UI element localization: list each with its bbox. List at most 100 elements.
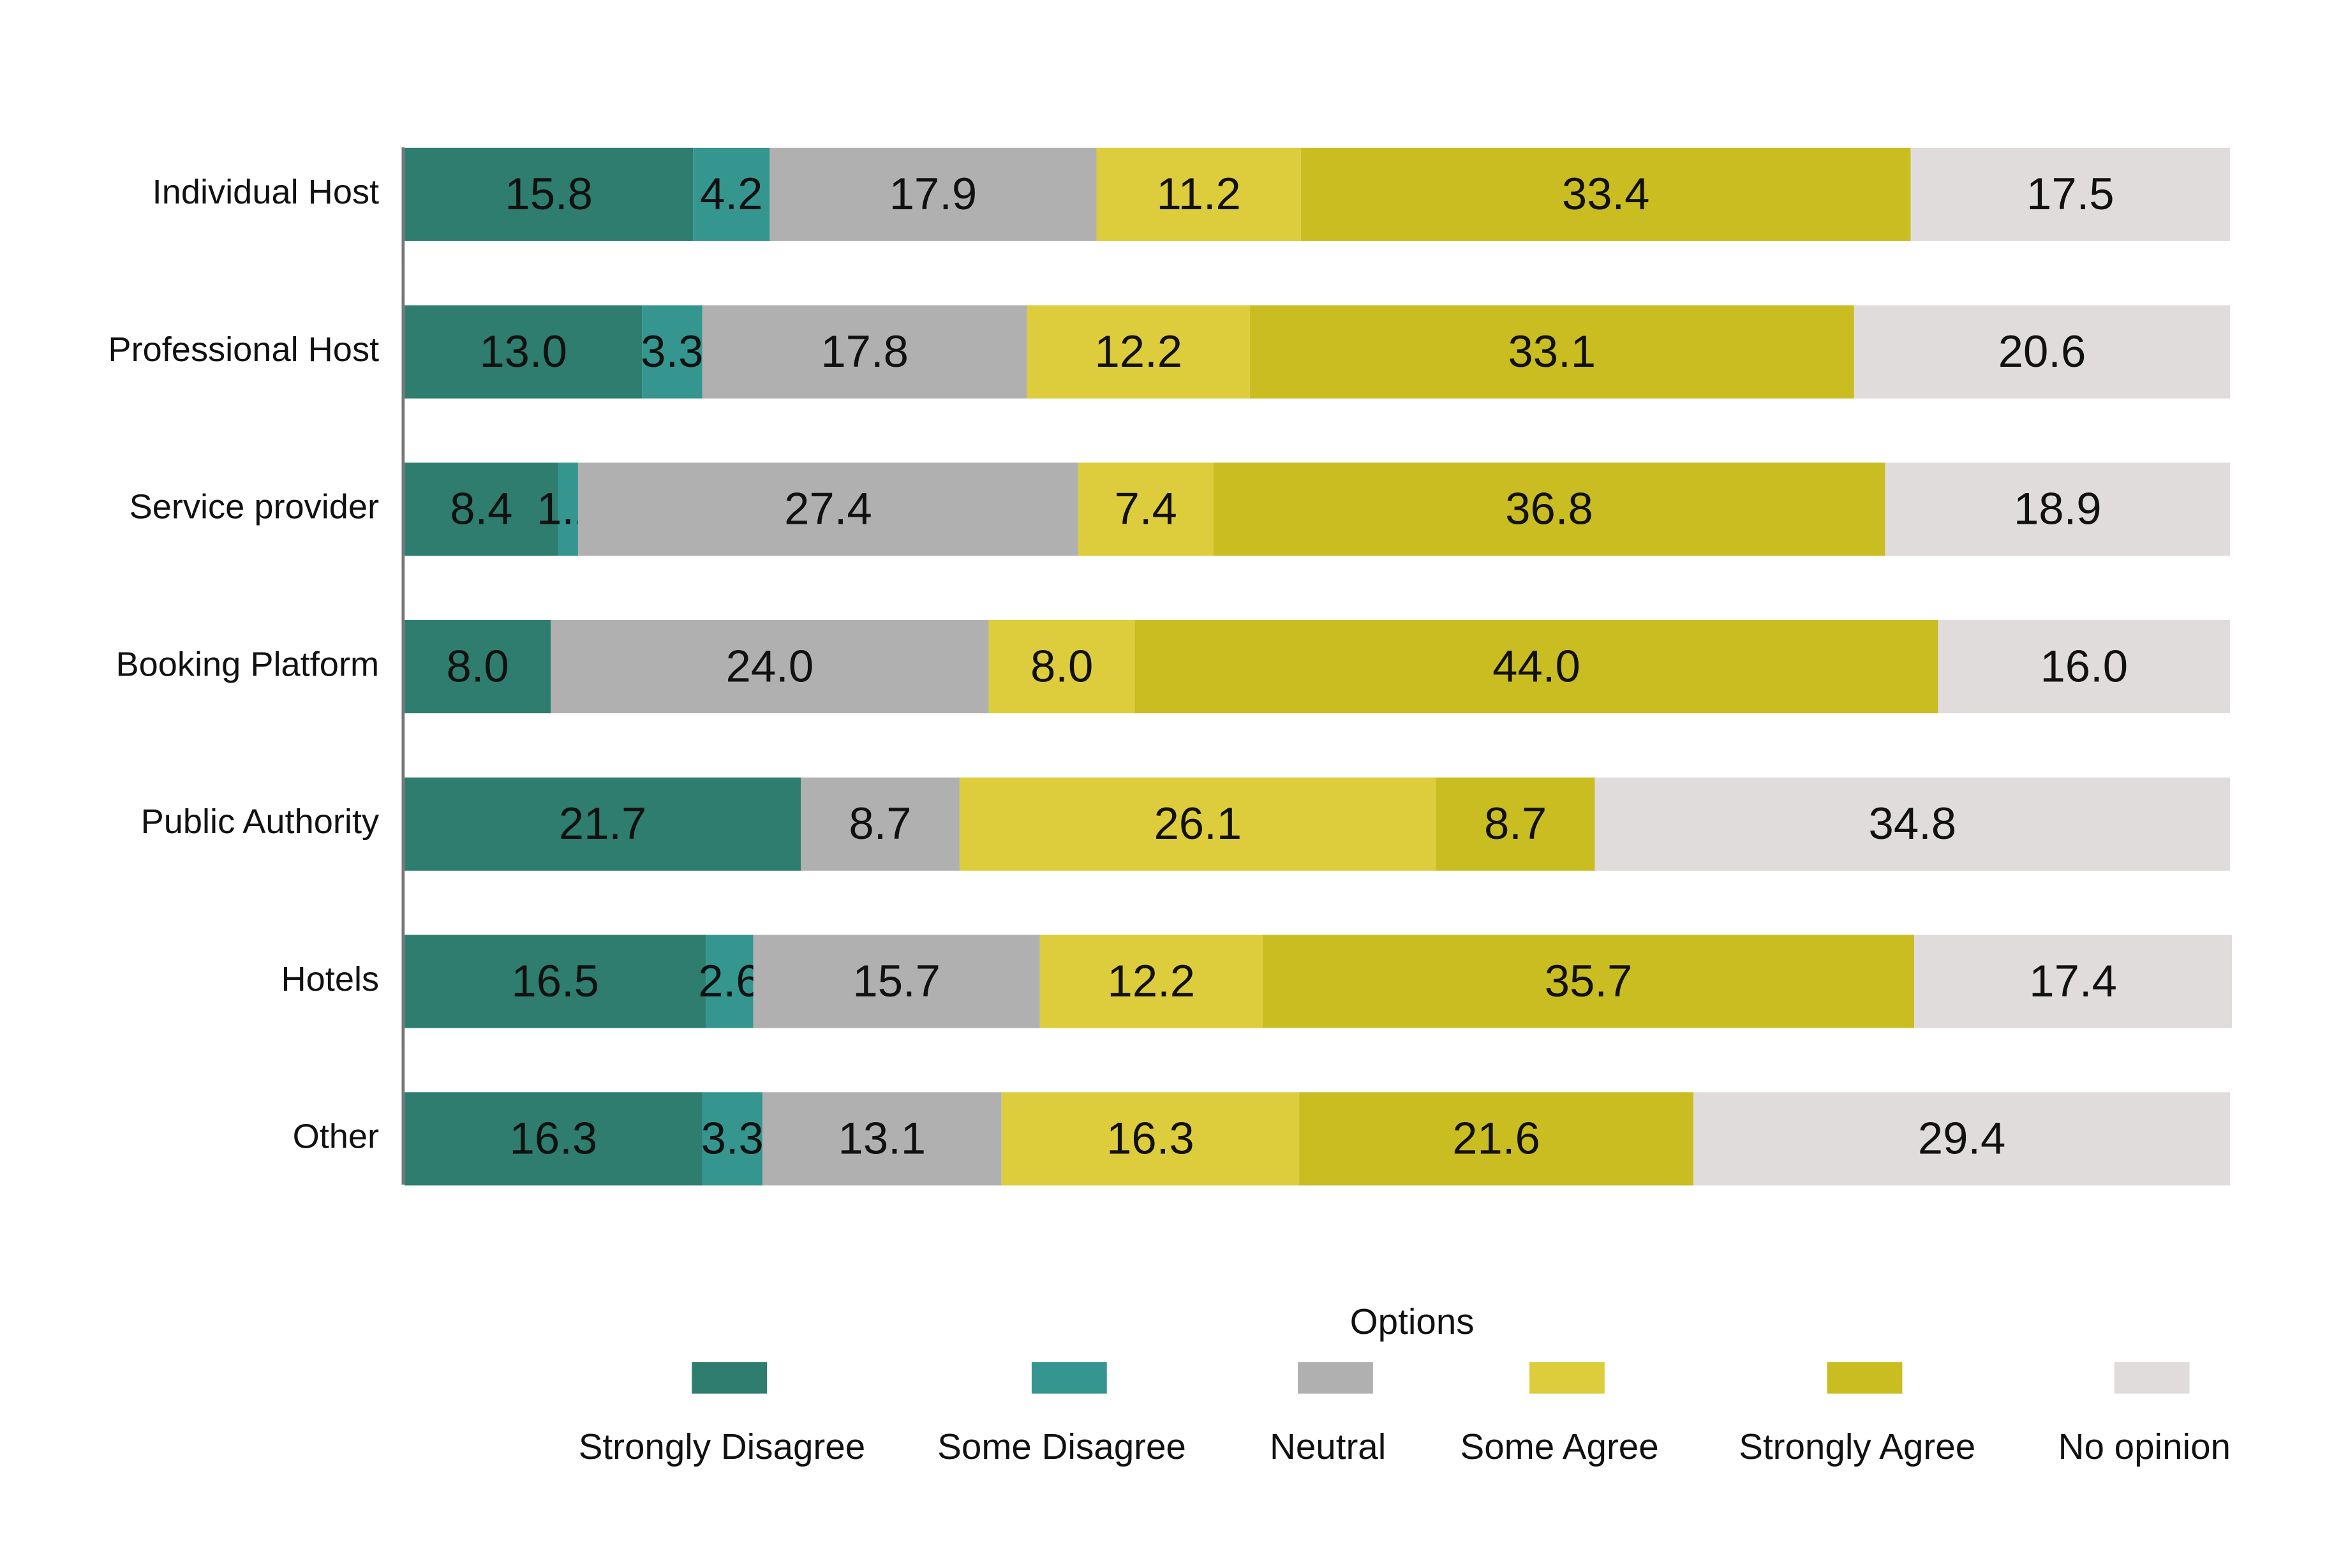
data-label: 33.1 <box>1508 326 1596 376</box>
data-label: 44.0 <box>1492 640 1580 691</box>
data-label: 29.4 <box>1918 1113 2006 1164</box>
bar-segment <box>1096 147 1301 241</box>
bar-segment <box>405 1092 702 1186</box>
bar-segment <box>405 777 801 871</box>
bar-segment <box>1914 935 2233 1028</box>
bar-segment <box>702 305 1027 399</box>
bar-segment <box>1213 462 1885 556</box>
y-tick-label: Individual Host <box>152 173 379 211</box>
data-label: 20.6 <box>1998 326 2086 376</box>
bar-segment <box>551 620 989 714</box>
bar-segment <box>577 462 1078 556</box>
y-tick-label: Service provider <box>130 488 380 526</box>
data-label: 21.7 <box>559 798 647 848</box>
data-label: 26.1 <box>1154 798 1242 848</box>
bar-segment <box>405 935 706 1028</box>
bar-segment <box>769 147 1097 241</box>
data-label: 13.0 <box>479 326 567 376</box>
bar-segment <box>405 305 643 399</box>
data-label: 17.9 <box>889 168 977 219</box>
data-label: 36.8 <box>1505 484 1593 534</box>
data-label: 16.0 <box>2040 640 2128 691</box>
bar-segment <box>405 462 558 556</box>
bar-segment <box>762 1092 1002 1186</box>
data-label: 15.8 <box>505 168 593 219</box>
data-label: 17.4 <box>2029 956 2117 1006</box>
legend-swatch <box>2114 1362 2190 1394</box>
data-label: 21.6 <box>1452 1113 1540 1164</box>
bar-segment <box>959 777 1436 871</box>
legend-swatch <box>1529 1362 1605 1394</box>
legend-label: Strongly Agree <box>1739 1426 1975 1467</box>
bar-segment <box>1299 1092 1694 1186</box>
legend-label: Strongly Disagree <box>579 1426 865 1467</box>
data-label: 24.0 <box>726 640 814 691</box>
bar-segment <box>558 462 578 556</box>
data-label: 13.1 <box>838 1113 926 1164</box>
bar-segment <box>1027 305 1250 399</box>
legend-swatch <box>1827 1362 1903 1394</box>
data-label: 12.2 <box>1094 326 1182 376</box>
data-label: 17.8 <box>821 326 909 376</box>
y-tick-label: Professional Host <box>108 330 379 369</box>
data-label: 34.8 <box>1869 798 1957 848</box>
data-label: 8.0 <box>446 640 509 691</box>
bar-segment <box>1039 935 1263 1028</box>
bar-segment <box>1885 462 2231 556</box>
bar-segment <box>1436 777 1595 871</box>
bar-segment <box>1001 1092 1300 1186</box>
bar-segment <box>1300 147 1911 241</box>
bar-segment <box>1594 777 2231 871</box>
bar-segment <box>1134 620 1938 714</box>
y-tick-label: Other <box>293 1118 380 1156</box>
bar-segment <box>706 935 754 1028</box>
legend-title: Options <box>1350 1301 1475 1342</box>
bar-segment <box>405 147 694 241</box>
data-label: 35.7 <box>1545 956 1633 1006</box>
data-label: 8.4 <box>450 484 512 534</box>
bar-segment <box>988 620 1135 714</box>
bar-segment <box>1262 935 1915 1028</box>
y-tick-label: Booking Platform <box>115 645 379 683</box>
legend-label: No opinion <box>2058 1426 2231 1467</box>
data-label: 27.4 <box>784 484 872 534</box>
bar-segment <box>801 777 960 871</box>
bar-segment <box>702 1092 762 1186</box>
legend-label: Neutral <box>1270 1426 1386 1467</box>
data-label: 7.4 <box>1115 484 1177 534</box>
data-label: 16.5 <box>511 956 599 1006</box>
bar-segment <box>405 620 551 714</box>
data-label: 18.9 <box>2014 484 2102 534</box>
bar-segment <box>693 147 770 241</box>
bar-segment <box>1854 305 2231 399</box>
data-label: 11.2 <box>1157 168 1241 219</box>
legend-swatch <box>1031 1362 1107 1394</box>
data-label: 16.3 <box>510 1113 598 1164</box>
bar-segment <box>1910 147 2231 241</box>
legend-swatch <box>1298 1362 1373 1394</box>
bar-segment <box>642 305 702 399</box>
data-label: 3.3 <box>641 326 703 376</box>
legend-label: Some Disagree <box>937 1426 1186 1467</box>
data-label: 2.6 <box>698 956 761 1006</box>
data-label: 8.0 <box>1030 640 1093 691</box>
data-label: 12.2 <box>1108 956 1196 1006</box>
data-label: 33.4 <box>1562 168 1650 219</box>
bar-segment <box>1693 1092 2231 1186</box>
data-label: 8.7 <box>849 798 911 848</box>
y-tick-label: Hotels <box>281 960 380 998</box>
data-label: 17.5 <box>2026 168 2115 219</box>
bar-segment <box>1249 305 1854 399</box>
legend-swatch <box>692 1362 768 1394</box>
y-tick-label: Public Authority <box>141 802 380 841</box>
data-label: 15.7 <box>852 956 940 1006</box>
bar-segment <box>1938 620 2231 714</box>
bar-segment <box>1078 462 1214 556</box>
data-label: 4.2 <box>700 168 762 219</box>
bar-segment <box>753 935 1040 1028</box>
data-label: 16.3 <box>1106 1113 1194 1164</box>
data-label: 8.7 <box>1484 798 1547 848</box>
legend-label: Some Agree <box>1460 1426 1658 1467</box>
data-label: 3.3 <box>701 1113 764 1164</box>
